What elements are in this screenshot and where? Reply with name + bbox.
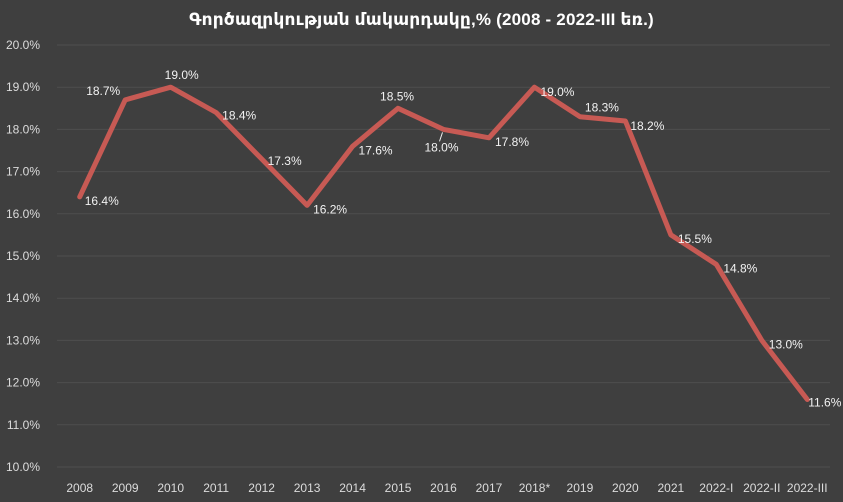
data-label: 19.0% [540, 85, 574, 99]
data-label: 16.2% [313, 202, 347, 216]
label-leader-line [439, 132, 443, 142]
x-axis-tick-label: 2022-III [787, 481, 828, 495]
y-axis-tick-label: 16.0% [6, 207, 40, 221]
data-label: 18.5% [380, 89, 414, 103]
data-label: 15.5% [678, 232, 712, 246]
x-axis-tick-label: 2008 [66, 481, 93, 495]
y-axis-tick-label: 13.0% [6, 333, 40, 347]
data-label: 17.6% [359, 143, 393, 157]
y-axis-tick-label: 18.0% [6, 122, 40, 136]
x-axis-tick-label: 2015 [385, 481, 412, 495]
data-label: 13.0% [769, 337, 803, 351]
x-axis-tick-label: 2009 [112, 481, 139, 495]
data-label: 19.0% [165, 68, 199, 82]
data-label: 11.6% [808, 395, 841, 409]
chart-title: Գործազրկության մակարդակը,% (2008 - 2022-… [189, 10, 654, 29]
x-axis-tick-label: 2010 [157, 481, 184, 495]
y-axis-tick-label: 20.0% [6, 38, 40, 52]
data-label: 17.3% [268, 154, 302, 168]
x-axis-tick-label: 2020 [612, 481, 639, 495]
data-label: 14.8% [723, 261, 757, 275]
data-label: 17.8% [495, 135, 529, 149]
x-axis-tick-label: 2013 [294, 481, 321, 495]
data-label: 18.3% [585, 101, 619, 115]
x-axis-tick-label: 2018* [519, 481, 551, 495]
data-series-line [77, 84, 810, 402]
data-label: 18.4% [222, 109, 256, 123]
x-axis-tick-label: 2022-I [699, 481, 733, 495]
x-axis-tick-label: 2011 [203, 481, 229, 495]
x-axis-tick-label: 2021 [658, 481, 685, 495]
y-axis-tick-label: 11.0% [7, 418, 40, 432]
data-label: 16.4% [85, 194, 119, 208]
x-axis-tick-label: 2022-II [743, 481, 780, 495]
x-axis-tick-label: 2017 [476, 481, 503, 495]
data-label: 18.0% [425, 140, 459, 154]
x-axis-tick-label: 2014 [339, 481, 366, 495]
y-axis-tick-label: 10.0% [6, 460, 40, 474]
y-axis-tick-label: 14.0% [6, 291, 40, 305]
x-axis-tick-label: 2016 [430, 481, 457, 495]
x-axis-tick-label: 2019 [567, 481, 594, 495]
x-axis-tick-label: 2012 [248, 481, 275, 495]
data-label: 18.2% [630, 119, 664, 133]
y-axis-tick-label: 15.0% [6, 249, 40, 263]
data-label: 18.7% [86, 84, 120, 98]
y-axis-tick-label: 19.0% [6, 80, 40, 94]
y-axis-tick-label: 12.0% [6, 376, 40, 390]
y-axis-tick-label: 17.0% [6, 165, 40, 179]
